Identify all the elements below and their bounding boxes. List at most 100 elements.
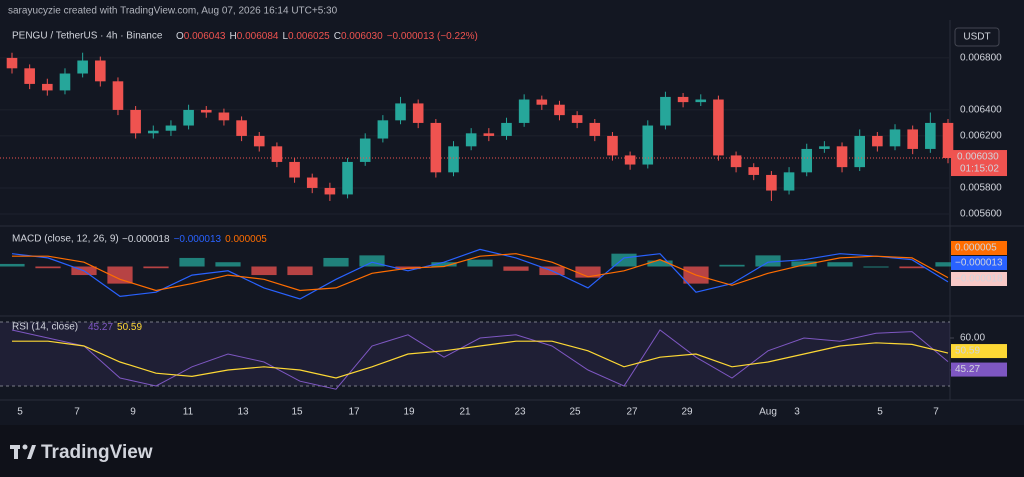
candle-body — [766, 174, 777, 191]
candle-body — [907, 129, 918, 149]
candle-body — [854, 135, 865, 168]
macd-tag-bg — [951, 256, 1007, 270]
macd-line — [11, 248, 949, 300]
macd-histogram-bar — [323, 257, 349, 267]
y-tick-label: 60.00 — [960, 333, 985, 344]
logo-mark — [10, 444, 36, 459]
candle-body — [465, 133, 477, 147]
x-tick-label: 5 — [17, 407, 23, 418]
candle-body — [607, 135, 618, 156]
macd-tag: −0.000013 — [955, 258, 1003, 269]
candle-body — [6, 57, 18, 69]
candle-body — [819, 146, 830, 149]
x-tick-label: Aug — [759, 407, 777, 418]
x-tick-label: 27 — [626, 407, 638, 418]
legend: 45.27 50.59 — [88, 322, 142, 333]
candle-body — [448, 146, 459, 173]
logo-text: TradingView — [41, 442, 153, 463]
credit: sarayucyzie created with TradingView.com… — [8, 6, 338, 17]
ohlc-item: 0.006043 — [184, 31, 226, 42]
x-tick-label: 19 — [403, 407, 415, 418]
candle-body — [783, 172, 795, 191]
macd-histogram-bar — [755, 255, 781, 267]
macd-histogram-bar — [467, 259, 493, 267]
macd-title: MACD (close, 12, 26, 9) — [12, 234, 119, 245]
ohlc-item: L — [282, 31, 288, 42]
candle-body — [77, 60, 88, 74]
price-tag-bg — [951, 150, 1007, 177]
candle-body — [642, 125, 654, 165]
ohlc-legend: O0.006043 H0.006084 L0.006025 C0.006030 −0.0… — [176, 31, 478, 42]
rsi-tag-bg — [951, 362, 1007, 377]
price-tag: 0.006030 — [957, 152, 999, 163]
candle-body — [660, 96, 671, 126]
x-tick-label: 7 — [74, 407, 80, 418]
currency-button[interactable] — [954, 27, 1000, 47]
legend-item: 45.27 — [88, 322, 113, 333]
candle-body — [483, 133, 495, 136]
candle-body — [589, 122, 601, 136]
rsi-line — [11, 329, 949, 390]
candle-body — [412, 103, 424, 123]
candle-body — [59, 73, 71, 91]
legend-item: 0.000005 — [225, 234, 267, 245]
candle-body — [24, 68, 35, 84]
macd-histogram-bar — [251, 266, 277, 276]
macd-histogram-bar — [575, 266, 601, 278]
candle-body — [200, 109, 212, 113]
candle-body — [677, 96, 689, 103]
ohlc-item: 0.006084 — [237, 31, 279, 42]
macd-histogram-bar — [359, 255, 385, 267]
candle-body — [218, 112, 230, 121]
candle-body — [147, 130, 159, 134]
ohlc-item: O — [176, 31, 184, 42]
currency[interactable]: USDT — [963, 32, 990, 43]
x-tick-label: 17 — [348, 407, 360, 418]
macd-histogram-bar — [0, 263, 25, 267]
x-tick-label: 3 — [794, 407, 800, 418]
macd-histogram-bar — [719, 264, 745, 267]
candle-body — [801, 148, 813, 173]
macd-histogram-bar — [827, 262, 853, 267]
x-tick-label: 7 — [933, 407, 939, 418]
y-tick-label: 0.006800 — [960, 53, 1002, 64]
candle-body — [342, 161, 353, 195]
candle-body — [253, 135, 265, 147]
candle-body — [925, 122, 936, 149]
signal-line — [12, 253, 949, 292]
x-tick-label: 13 — [237, 407, 249, 418]
candle-body — [624, 155, 636, 165]
candle-body — [306, 177, 318, 188]
macd-histogram-bar — [503, 266, 529, 271]
candle-body — [836, 146, 848, 168]
candle-body — [183, 109, 194, 126]
y-tick-label: 0.005800 — [960, 183, 1002, 194]
candle-body — [713, 99, 724, 156]
macd-tag: 0.000005 — [955, 243, 997, 254]
macd-tag: −0.000018 — [955, 274, 1003, 285]
y-tick-label: 0.006400 — [960, 105, 1002, 116]
macd-histogram-bar — [107, 266, 133, 284]
candle-body — [518, 99, 530, 123]
candle-body — [695, 99, 707, 103]
candle-body — [130, 109, 141, 134]
macd-histogram-bar — [215, 262, 241, 267]
macd-histogram-bar — [935, 262, 961, 267]
candle-body — [730, 155, 742, 168]
macd-histogram-bar — [791, 261, 817, 267]
x-tick-label: 11 — [183, 407, 194, 418]
macd-histogram-bar — [287, 266, 313, 276]
macd-histogram-bar — [863, 266, 889, 268]
macd-histogram-bar — [899, 266, 925, 269]
x-tick-label: 29 — [681, 407, 693, 418]
x-tick-label: 5 — [877, 407, 883, 418]
rsi-tag: 45.27 — [955, 364, 980, 375]
candle-body — [430, 122, 442, 173]
candle-body — [324, 187, 336, 195]
candle-body — [377, 120, 389, 139]
x-tick-label: 9 — [130, 407, 136, 418]
candle-body — [112, 81, 124, 110]
